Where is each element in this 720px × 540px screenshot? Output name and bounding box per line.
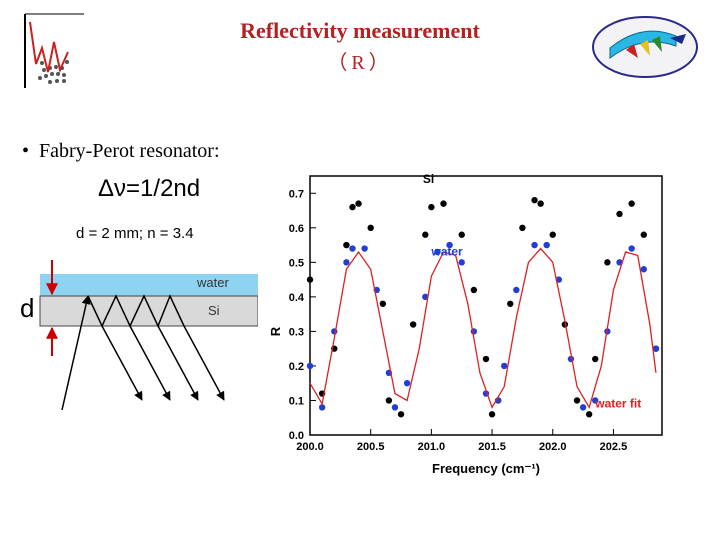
- data-point-water: [446, 241, 453, 249]
- chart-axes: 200.0 200.5 201.0 201.5 202.0 202.5 0.0 0.1 0.2 0…: [268, 175, 663, 476]
- data-point-si: [519, 224, 526, 231]
- slide-title: Reflectivity measurement: [240, 18, 480, 43]
- data-point-si: [573, 397, 581, 404]
- data-point-water: [543, 241, 550, 249]
- bullet-text: Fabry-Perot resonator:: [39, 140, 220, 162]
- y-tick-label: 0.2: [289, 361, 304, 373]
- x-tick-label: 201.5: [478, 441, 506, 453]
- y-tick-label: 0.5: [289, 257, 304, 269]
- device-logo: [592, 16, 698, 78]
- data-point-water: [501, 362, 508, 370]
- data-point-si: [616, 210, 623, 218]
- data-point-si: [440, 200, 447, 207]
- data-point-si: [355, 200, 362, 207]
- data-point-water: [318, 404, 326, 411]
- slide-subtitle: （R）: [327, 52, 393, 74]
- data-point-si: [409, 321, 417, 328]
- data-point-water: [391, 404, 399, 411]
- y-axis-label: R: [268, 326, 283, 336]
- data-point-water: [343, 259, 350, 266]
- silicon-slab: [39, 295, 258, 327]
- data-point-water: [349, 245, 356, 252]
- data-point-si: [379, 300, 387, 307]
- series-line-water-fit: [309, 247, 657, 410]
- data-point-si: [349, 203, 356, 211]
- data-point-water: [403, 380, 411, 387]
- thickness-label: d: [20, 293, 34, 323]
- data-point-water: [628, 245, 635, 252]
- y-tick-label: 0.6: [289, 223, 304, 235]
- data-point-water: [640, 266, 647, 273]
- data-point-si: [585, 411, 593, 418]
- x-axis-label: Frequency (cm⁻¹): [432, 461, 540, 476]
- data-point-water: [579, 404, 587, 411]
- data-point-water: [458, 259, 465, 266]
- data-point-water: [434, 248, 441, 256]
- data-point-si: [640, 231, 647, 238]
- data-point-water: [361, 245, 368, 252]
- fabry-perot-diagram: water Si d: [20, 260, 258, 410]
- plot-frame: [309, 175, 663, 436]
- y-tick-label: 0.1: [289, 395, 304, 407]
- data-point-si: [458, 231, 465, 238]
- data-point-si: [531, 196, 538, 204]
- x-tick-label: 200.5: [357, 441, 385, 453]
- y-tick-label: 0.3: [289, 326, 304, 338]
- data-point-si: [488, 411, 496, 418]
- data-point-water: [422, 293, 429, 301]
- data-point-si: [385, 397, 393, 404]
- data-point-si: [422, 231, 429, 238]
- chart-marks: Si water water fit: [306, 172, 660, 418]
- data-point-si: [592, 355, 599, 363]
- data-point-si: [628, 200, 635, 207]
- series-annotation: water fit: [594, 396, 641, 410]
- water-layer: [40, 274, 258, 296]
- data-point-si: [470, 286, 478, 294]
- y-tick-label: 0.4: [289, 292, 305, 304]
- series-annotation: water: [430, 244, 463, 258]
- series-annotation: Si: [423, 172, 434, 186]
- si-label: Si: [208, 303, 220, 318]
- water-label: water: [196, 275, 229, 290]
- x-tick-label: 200.0: [296, 441, 324, 453]
- data-point-water: [652, 345, 660, 352]
- data-point-si: [482, 355, 490, 363]
- data-point-water: [513, 286, 520, 294]
- y-tick-label: 0.0: [289, 430, 304, 442]
- data-point-si: [549, 231, 556, 238]
- y-tick-label: 0.7: [289, 188, 304, 200]
- data-point-si: [537, 200, 544, 207]
- ray-paths: [61, 294, 225, 410]
- data-point-si: [604, 259, 611, 266]
- data-point-si: [428, 203, 435, 211]
- bullet-item: • Fabry-Perot resonator:: [22, 140, 220, 163]
- parameters-text: d = 2 mm; n = 3.4: [76, 225, 194, 242]
- bullet-icon: •: [22, 140, 40, 162]
- data-point-si: [343, 241, 350, 249]
- institution-logo: [24, 13, 84, 88]
- resonance-formula: Δν=1/2nd: [98, 175, 201, 202]
- data-point-si: [507, 300, 514, 307]
- data-point-water: [592, 397, 599, 404]
- data-point-si: [306, 276, 314, 283]
- data-point-si: [397, 411, 405, 418]
- x-tick-label: 202.0: [539, 441, 567, 453]
- data-point-water: [306, 362, 314, 370]
- data-point-water: [531, 241, 538, 249]
- x-tick-label: 202.5: [600, 441, 628, 453]
- data-point-si: [367, 224, 374, 231]
- reflectivity-chart: 200.0 200.5 201.0 201.5 202.0 202.5 0.0 0.1 0.2 0…: [268, 172, 663, 476]
- x-tick-label: 201.0: [418, 441, 446, 453]
